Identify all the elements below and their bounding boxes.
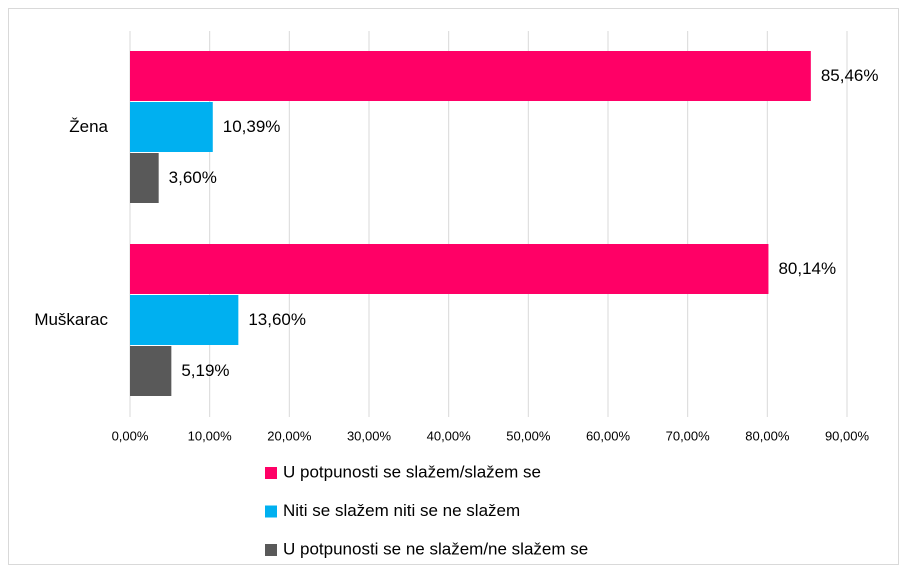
bar xyxy=(130,102,213,152)
y-tick-label: Žena xyxy=(69,117,108,136)
legend-swatch xyxy=(265,467,277,479)
data-label: 85,46% xyxy=(821,66,879,85)
bar xyxy=(130,346,172,396)
legend-label: Niti se slažem niti se ne slažem xyxy=(283,501,520,520)
bar xyxy=(130,153,159,203)
data-label: 13,60% xyxy=(248,310,306,329)
x-tick-label: 80,00% xyxy=(745,428,790,443)
bar xyxy=(130,295,239,345)
x-tick-label: 90,00% xyxy=(825,428,870,443)
bar xyxy=(130,244,769,294)
x-tick-label: 10,00% xyxy=(188,428,233,443)
data-label: 3,60% xyxy=(169,168,217,187)
bar xyxy=(130,51,811,101)
data-label: 5,19% xyxy=(181,361,229,380)
legend-label: U potpunosti se slažem/slažem se xyxy=(283,462,541,481)
x-tick-label: 20,00% xyxy=(267,428,312,443)
legend-label: U potpunosti se ne slažem/ne slažem se xyxy=(283,539,588,558)
legend-swatch xyxy=(265,544,277,556)
y-tick-label: Muškarac xyxy=(34,310,108,329)
x-tick-label: 70,00% xyxy=(666,428,711,443)
x-tick-label: 50,00% xyxy=(506,428,551,443)
x-tick-label: 30,00% xyxy=(347,428,392,443)
x-tick-label: 60,00% xyxy=(586,428,631,443)
legend-swatch xyxy=(265,505,277,518)
data-label: 10,39% xyxy=(223,117,281,136)
data-label: 80,14% xyxy=(778,259,836,278)
x-tick-label: 0,00% xyxy=(112,428,149,443)
x-tick-label: 40,00% xyxy=(427,428,472,443)
